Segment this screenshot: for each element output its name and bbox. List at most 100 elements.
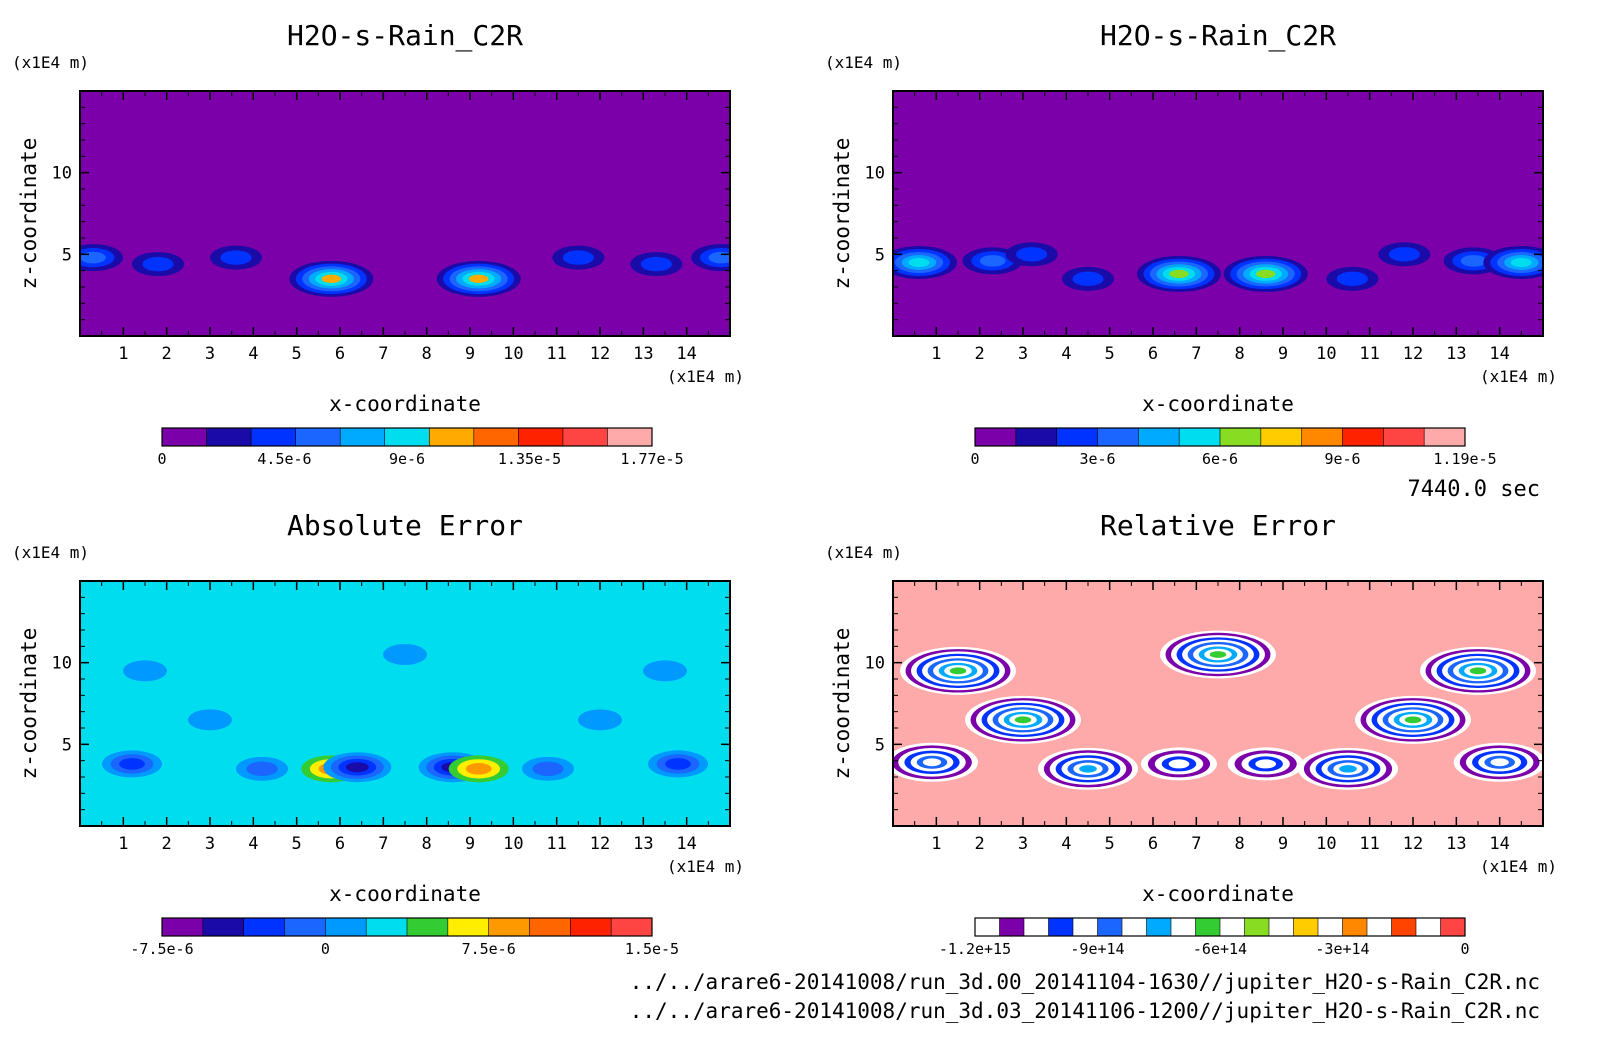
colorbar: 0 4.5e-6 9e-6 1.35e-5 1.77e-5	[157, 427, 684, 468]
contour-blob	[1079, 765, 1097, 773]
x-tick-label: 1	[118, 834, 128, 854]
y-unit-label: (x1E4 m)	[825, 53, 902, 72]
colorbar-swatch	[1195, 918, 1221, 936]
colorbar-swatch	[1293, 918, 1319, 936]
contour-blob	[979, 255, 1006, 267]
x-tick-label: 4	[1061, 344, 1071, 364]
x-axis-label: x-coordinate	[329, 882, 481, 906]
colorbar-swatch	[202, 918, 245, 936]
panel-title: H2O-s-Rain_C2R	[1100, 19, 1336, 53]
colorbar-swatch	[1015, 428, 1058, 446]
colorbar-frame	[161, 427, 653, 447]
panel-1: H2O-s-Rain_C2R(x1E4 m)1 2 3 4 5 6 7 8 9 10 11 12 13 1…	[12, 19, 744, 468]
x-tick-label: 8	[1235, 344, 1245, 364]
panels: H2O-s-Rain_C2R(x1E4 m)1 2 3 4 5 6 7 8 9 10 11 12 13 1…	[12, 19, 1557, 958]
colorbar-swatch	[1342, 428, 1384, 446]
x-tick-label: 6	[335, 344, 345, 364]
colorbar: -1.2e+15 -9e+14 -6e+14 -3e+14 0	[939, 917, 1470, 958]
field-background	[893, 91, 1543, 336]
colorbar-swatch	[1244, 918, 1270, 936]
x-tick-label: 5	[292, 834, 302, 854]
x-tick-label: 2	[975, 834, 985, 854]
field-features	[80, 244, 730, 297]
colorbar-swatch	[1367, 918, 1392, 936]
colorbar-swatch	[607, 428, 653, 446]
colorbar-label: 9e-6	[389, 450, 425, 468]
x-tick-label: 5	[292, 344, 302, 364]
y-tick-label: 5	[875, 735, 885, 755]
x-tick-label: 8	[422, 344, 432, 364]
x-tick-label: 13	[1446, 834, 1466, 854]
x-tick-label: 3	[1018, 344, 1028, 364]
colorbar-swatch	[295, 428, 341, 446]
y-axis-label: z-coordinate	[830, 628, 854, 780]
x-tick-label: 2	[162, 344, 172, 364]
contour-blob	[578, 709, 622, 731]
x-tick-label: 3	[1018, 834, 1028, 854]
colorbar-swatch	[1056, 428, 1098, 446]
colorbar-label: 0	[321, 940, 330, 958]
x-tick-label: 12	[590, 834, 610, 854]
colorbar-swatch	[1179, 428, 1221, 446]
y-axis-label: z-coordinate	[830, 138, 854, 290]
y-axis-label: z-coordinate	[17, 628, 41, 780]
x-tick-label: 13	[633, 834, 653, 854]
x-tick-label: 5	[1105, 834, 1115, 854]
x-tick-label: 7	[378, 344, 388, 364]
x-tick-label: 13	[1446, 344, 1466, 364]
y-unit-label: (x1E4 m)	[12, 543, 89, 562]
colorbar-label: -9e+14	[1070, 940, 1124, 958]
colorbar-swatch	[1440, 918, 1466, 936]
colorbar-swatch	[518, 428, 564, 446]
y-tick-label: 10	[52, 654, 72, 674]
colorbar-swatch	[570, 918, 612, 936]
colorbar-swatch	[999, 918, 1025, 936]
contour-blob	[346, 762, 369, 773]
x-tick-label: 9	[1278, 344, 1288, 364]
colorbar-swatch	[488, 918, 530, 936]
colorbar-label: 0	[970, 450, 979, 468]
contour-blob	[1255, 759, 1277, 769]
panel-4: Relative Error(x1E4 m)1 2 3 4 5 6 7 8 9 10 11 12 13 1…	[825, 509, 1557, 958]
x-tick-label: 8	[422, 834, 432, 854]
colorbar-label: 7.5e-6	[462, 940, 516, 958]
contour-blob	[1336, 271, 1368, 287]
colorbar-swatch	[1383, 428, 1425, 446]
colorbar-swatch	[284, 918, 326, 936]
colorbar-label: -7.5e-6	[130, 940, 193, 958]
contour-blob	[1169, 269, 1189, 279]
colorbar-swatch	[243, 918, 285, 936]
contour-blob	[949, 667, 967, 675]
contour-blob	[1072, 271, 1104, 287]
colorbar-swatch	[473, 428, 519, 446]
colorbar-label: 1.19e-5	[1433, 450, 1496, 468]
field-features	[102, 644, 708, 783]
x-tick-label: 7	[1191, 344, 1201, 364]
colorbar-swatch	[1097, 918, 1123, 936]
x-unit-label: (x1E4 m)	[667, 367, 744, 386]
colorbar-swatch	[162, 918, 204, 936]
colorbar: 0 3e-6 6e-6 9e-6 1.19e-5	[970, 427, 1497, 468]
contour-blob	[119, 758, 145, 770]
x-tick-label: 1	[931, 834, 941, 854]
colorbar-label: 1.35e-5	[498, 450, 561, 468]
colorbar-swatch	[162, 428, 208, 446]
y-tick-label: 10	[52, 164, 72, 184]
colorbar-swatch	[1260, 428, 1303, 446]
x-tick-label: 10	[503, 344, 523, 364]
x-tick-label: 6	[1148, 344, 1158, 364]
x-tick-label: 7	[378, 834, 388, 854]
x-tick-label: 1	[931, 344, 941, 364]
x-tick-label: 4	[248, 344, 258, 364]
field-features	[893, 630, 1543, 790]
x-axis-label: x-coordinate	[1142, 882, 1294, 906]
colorbar-swatch	[447, 918, 490, 936]
x-unit-label: (x1E4 m)	[667, 857, 744, 876]
contour-blob	[465, 763, 492, 775]
colorbar-swatch	[1269, 918, 1294, 936]
y-tick-label: 10	[865, 654, 885, 674]
colorbar-frame	[974, 427, 1466, 447]
contour-blob	[142, 256, 174, 272]
contour-blob	[1460, 255, 1487, 267]
file-path-1: ../../arare6-20141008/run_3d.00_20141104…	[630, 970, 1540, 994]
